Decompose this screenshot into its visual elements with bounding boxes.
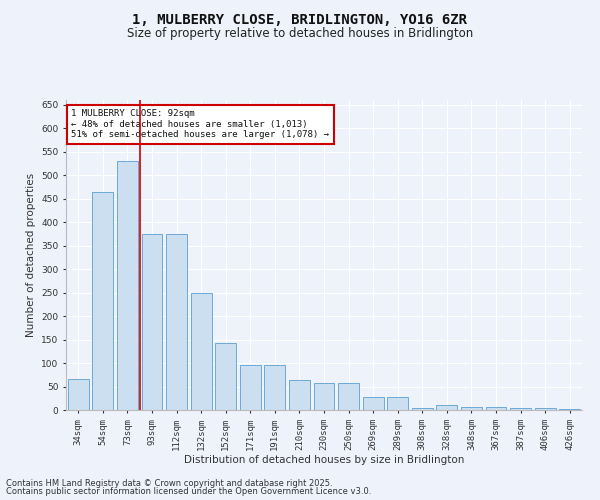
Text: Contains public sector information licensed under the Open Government Licence v3: Contains public sector information licen… [6, 487, 371, 496]
Bar [461, 406, 482, 410]
Bar [412, 408, 433, 410]
Bar [166, 234, 187, 410]
Bar [215, 343, 236, 410]
Y-axis label: Number of detached properties: Number of detached properties [26, 173, 35, 337]
Bar [314, 383, 334, 410]
X-axis label: Distribution of detached houses by size in Bridlington: Distribution of detached houses by size … [184, 456, 464, 466]
Bar [362, 398, 383, 410]
Bar [485, 406, 506, 410]
Bar [338, 383, 359, 410]
Text: 1, MULBERRY CLOSE, BRIDLINGTON, YO16 6ZR: 1, MULBERRY CLOSE, BRIDLINGTON, YO16 6ZR [133, 12, 467, 26]
Bar [559, 408, 580, 410]
Bar [535, 408, 556, 410]
Bar [387, 398, 408, 410]
Bar [289, 380, 310, 410]
Bar [191, 292, 212, 410]
Bar [265, 366, 286, 410]
Bar [240, 366, 261, 410]
Bar [68, 380, 89, 410]
Bar [510, 408, 531, 410]
Text: Contains HM Land Registry data © Crown copyright and database right 2025.: Contains HM Land Registry data © Crown c… [6, 478, 332, 488]
Text: Size of property relative to detached houses in Bridlington: Size of property relative to detached ho… [127, 28, 473, 40]
Bar [92, 192, 113, 410]
Bar [436, 406, 457, 410]
Bar [142, 234, 163, 410]
Bar [117, 161, 138, 410]
Text: 1 MULBERRY CLOSE: 92sqm
← 48% of detached houses are smaller (1,013)
51% of semi: 1 MULBERRY CLOSE: 92sqm ← 48% of detache… [71, 110, 329, 139]
